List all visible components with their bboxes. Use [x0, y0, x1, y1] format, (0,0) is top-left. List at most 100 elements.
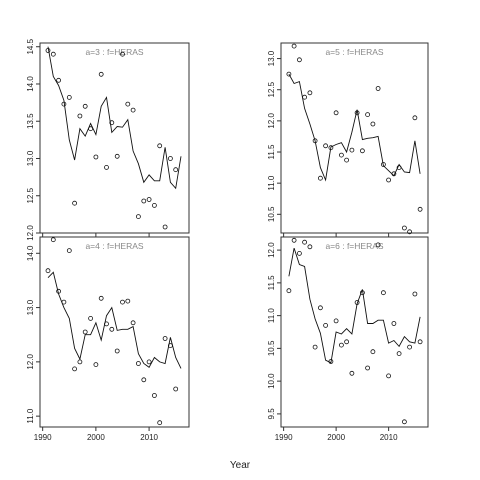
data-point — [77, 113, 83, 119]
y-tick-label: 12.0 — [267, 113, 276, 129]
panel-title: a=3 : f=HERAS — [85, 47, 143, 57]
data-point — [162, 224, 168, 230]
data-point — [407, 229, 413, 235]
x-tick-label: 2000 — [87, 433, 105, 442]
y-tick-label: 11.0 — [26, 408, 35, 424]
data-point — [125, 298, 131, 304]
data-point — [157, 143, 163, 149]
data-point — [412, 291, 418, 297]
data-point — [386, 373, 392, 379]
data-point — [151, 393, 157, 398]
y-tick-label: 12.0 — [26, 225, 35, 241]
data-point — [146, 359, 152, 365]
data-point — [135, 361, 141, 366]
data-point — [120, 51, 125, 57]
data-point — [391, 321, 397, 326]
data-point — [109, 120, 115, 126]
data-point — [114, 153, 120, 159]
data-point — [151, 202, 157, 208]
x-tick-label: 2010 — [380, 433, 398, 442]
x-axis-label: Year — [230, 460, 251, 471]
data-point — [93, 362, 99, 368]
data-point — [72, 200, 77, 206]
x-tick-label: 2010 — [140, 433, 158, 442]
data-point — [323, 143, 329, 149]
data-point — [407, 344, 413, 350]
data-point — [380, 162, 386, 167]
data-point — [125, 101, 131, 107]
data-point — [167, 156, 173, 161]
data-point — [417, 339, 423, 345]
data-point — [302, 239, 308, 245]
y-tick-label: 12.0 — [267, 242, 276, 258]
panel-title: a=6 : f=HERAS — [325, 241, 383, 251]
y-tick-label: 13.0 — [26, 150, 35, 166]
x-tick-label: 2000 — [327, 433, 345, 442]
data-point — [296, 57, 302, 63]
y-tick-label: 13.0 — [267, 50, 276, 66]
data-point — [114, 348, 120, 354]
data-point — [375, 86, 381, 91]
data-point — [93, 154, 99, 160]
data-point — [141, 377, 147, 383]
fitted-line — [288, 73, 421, 182]
panel-4: a=6 : f=HERAS 9.5 10.0 10.5 11.0 11.5 12.0 1990… — [267, 236, 429, 442]
data-point — [317, 305, 323, 311]
y-tick-label: 13.5 — [26, 113, 35, 129]
data-point — [130, 320, 136, 326]
panels: a=3 : f=HERAS 12.0 12.5 13.0 13.5 14.0 14.5 a=5… — [26, 38, 429, 442]
data-point — [370, 121, 376, 127]
y-tick-label: 13.0 — [26, 299, 35, 315]
panel-title: a=4 : f=HERAS — [85, 241, 143, 251]
data-point — [98, 295, 104, 301]
panel-3: a=4 : f=HERAS 11.0 12.0 13.0 14.0 1990 2000 201… — [26, 236, 190, 442]
data-point — [323, 322, 329, 328]
data-point — [173, 386, 179, 392]
data-point — [412, 115, 418, 121]
data-point — [146, 197, 152, 202]
fitted-line — [47, 46, 182, 190]
data-point — [130, 107, 136, 113]
data-point — [333, 318, 339, 324]
panel-frame — [39, 236, 190, 428]
data-point — [50, 51, 56, 57]
data-point — [349, 370, 355, 376]
data-point — [82, 103, 88, 109]
data-point — [338, 152, 344, 158]
fitted-line — [288, 247, 421, 364]
data-point — [365, 112, 371, 117]
y-tick-label: 12.5 — [26, 187, 35, 203]
y-tick-label: 14.0 — [26, 76, 35, 92]
data-point — [380, 290, 386, 296]
data-point — [72, 366, 77, 372]
data-point — [286, 288, 292, 294]
panel-frame — [280, 42, 429, 234]
y-tick-label: 12.5 — [267, 81, 276, 97]
data-point — [173, 167, 179, 173]
y-tick-label: 9.5 — [267, 408, 276, 420]
data-point — [109, 326, 115, 332]
panel-2: a=5 : f=HERAS 10.5 11.0 11.5 12.0 12.5 13.0 — [267, 42, 429, 237]
data-point — [88, 315, 93, 321]
y-tick-label: 11.0 — [267, 308, 276, 324]
data-point — [291, 43, 297, 49]
panel-title: a=5 : f=HERAS — [325, 47, 383, 57]
data-point — [396, 351, 402, 357]
data-point — [365, 365, 371, 371]
data-point — [344, 339, 350, 345]
data-point — [82, 329, 88, 335]
data-point — [386, 177, 392, 183]
data-point — [135, 214, 141, 220]
data-point — [157, 420, 163, 426]
panel-1: a=3 : f=HERAS 12.0 12.5 13.0 13.5 14.0 14.5 — [26, 38, 190, 241]
data-point — [120, 299, 125, 305]
data-point — [291, 237, 297, 243]
data-point — [349, 147, 355, 153]
data-point — [66, 95, 72, 100]
x-tick-label: 1990 — [34, 433, 52, 442]
y-tick-label: 11.5 — [267, 144, 276, 160]
data-point — [401, 419, 407, 425]
data-point — [317, 175, 323, 181]
panel-frame — [39, 42, 190, 234]
